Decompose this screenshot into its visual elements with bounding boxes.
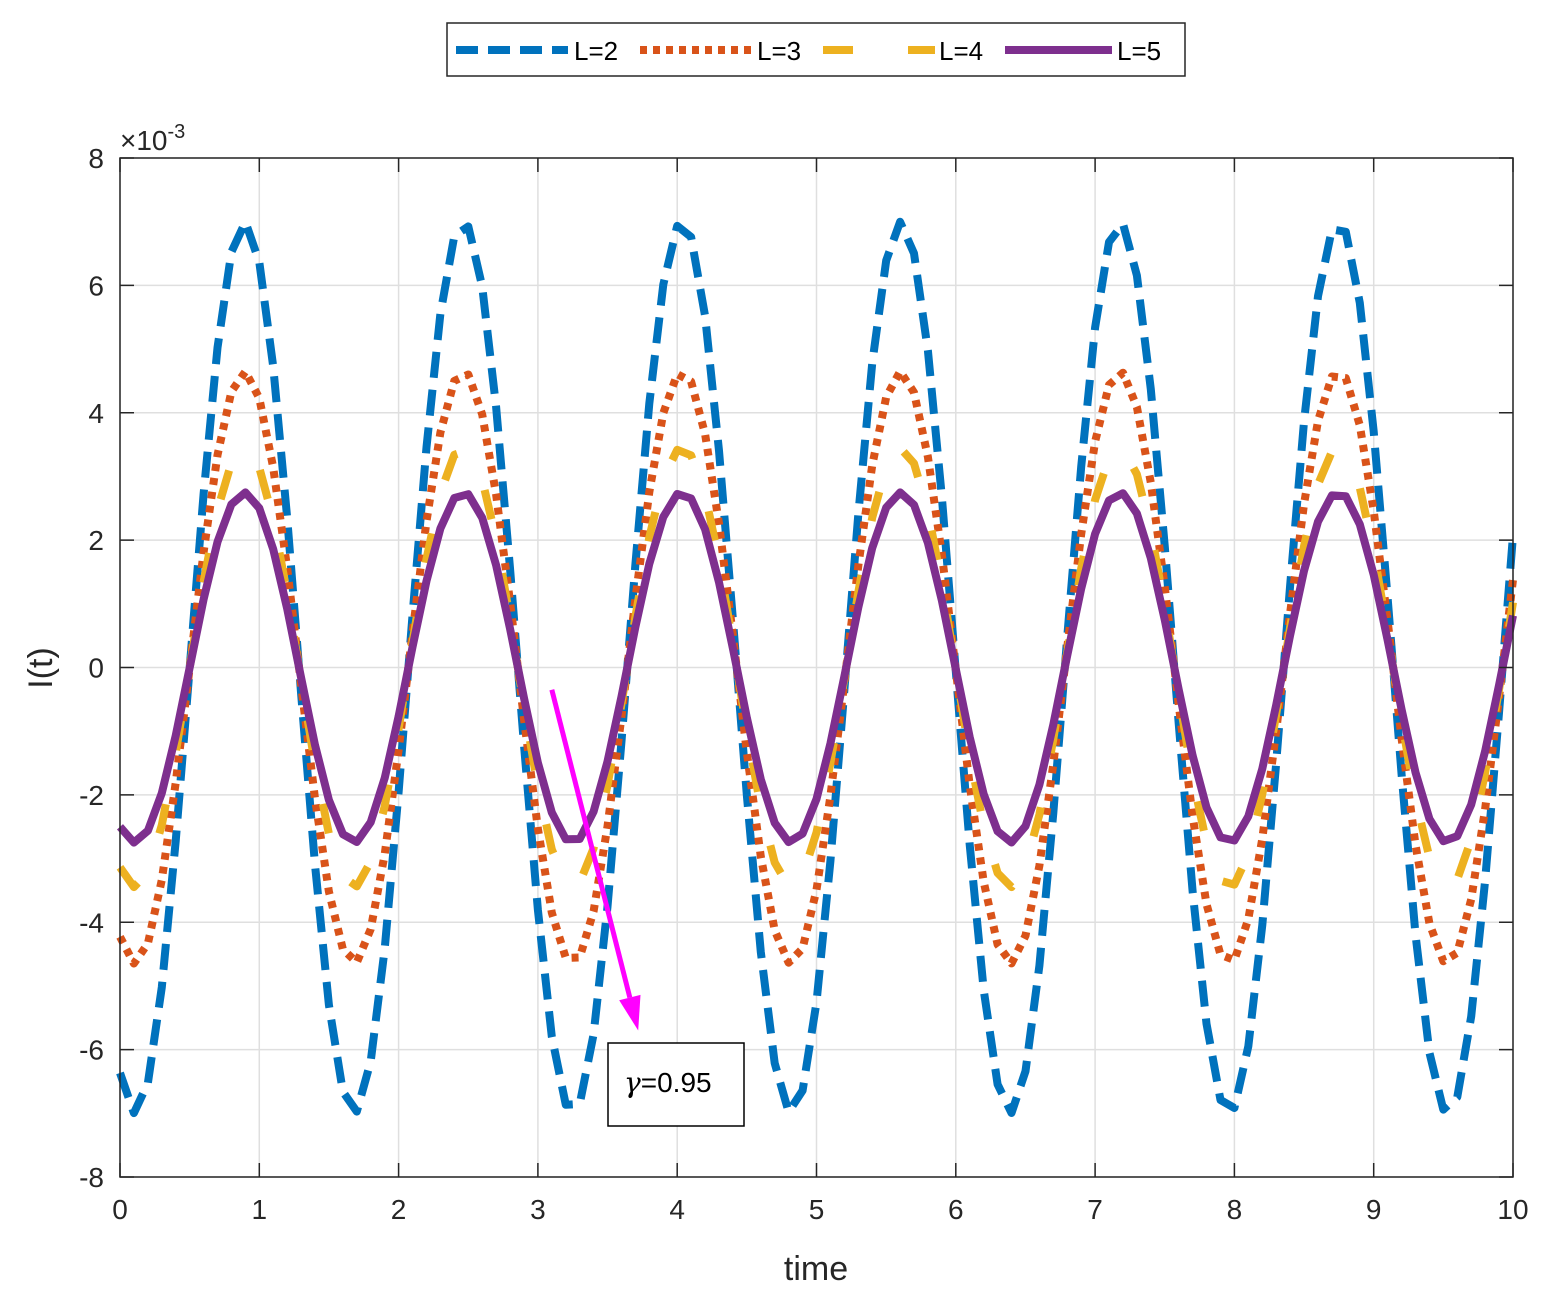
annotation-arrow-head: [619, 994, 641, 1031]
y-tick-label: -2: [79, 780, 104, 811]
x-tick-label: 3: [530, 1194, 546, 1225]
legend: L=2 L=3 L=4 L=5: [446, 22, 1186, 77]
annotation-text: γ=0.95: [624, 1066, 712, 1099]
x-tick-label: 4: [669, 1194, 685, 1225]
x-tick-label: 8: [1227, 1194, 1243, 1225]
legend-label-l3: L=3: [757, 36, 801, 66]
x-tick-label: 9: [1366, 1194, 1382, 1225]
y-tick-label: 2: [88, 525, 104, 556]
y-exponent: ×10-3: [120, 121, 185, 156]
gamma-value: =0.95: [641, 1067, 712, 1098]
legend-label-l2: L=2: [574, 36, 618, 66]
legend-item-l2: L=2: [456, 36, 618, 66]
series-line-l5: [116, 488, 1517, 847]
y-tick-label: 8: [88, 143, 104, 174]
legend-label-l4: L=4: [939, 36, 983, 66]
x-tick-label: 10: [1497, 1194, 1528, 1225]
series-line-l4: [116, 443, 1517, 892]
y-tick-label: -6: [79, 1035, 104, 1066]
x-tick-label: 5: [809, 1194, 825, 1225]
x-tick-label: 1: [252, 1194, 268, 1225]
x-tick-label: 0: [112, 1194, 128, 1225]
annotation-arrow-line: [549, 689, 633, 999]
legend-item-l4: L=4: [823, 36, 983, 66]
y-exponent-base: ×10: [120, 125, 168, 156]
y-axis-label: I(t): [22, 647, 60, 689]
y-tick-label: 0: [88, 653, 104, 684]
y-tick-label: -8: [79, 1162, 104, 1193]
legend-item-l3: L=3: [640, 36, 801, 66]
x-axis-label: time: [784, 1250, 848, 1288]
axis-ticks: 0 1 2 3 4 5 6 7 8 9 10 -8 -6 -4 -2 0 2 4 6 8: [79, 143, 1528, 1225]
y-tick-label: 4: [88, 398, 104, 429]
y-exponent-power: -3: [168, 121, 186, 143]
series-group: [116, 217, 1517, 1118]
gamma-symbol: γ: [624, 1066, 641, 1099]
y-tick-label: 6: [88, 270, 104, 301]
legend-item-l5: L=5: [1005, 36, 1161, 66]
y-tick-label: -4: [79, 907, 104, 938]
x-tick-label: 6: [948, 1194, 964, 1225]
annotation: γ=0.95: [549, 689, 745, 1127]
annotation-box: [607, 1042, 745, 1127]
legend-label-l5: L=5: [1117, 36, 1161, 66]
x-tick-label: 7: [1087, 1194, 1103, 1225]
x-tick-label: 2: [391, 1194, 407, 1225]
